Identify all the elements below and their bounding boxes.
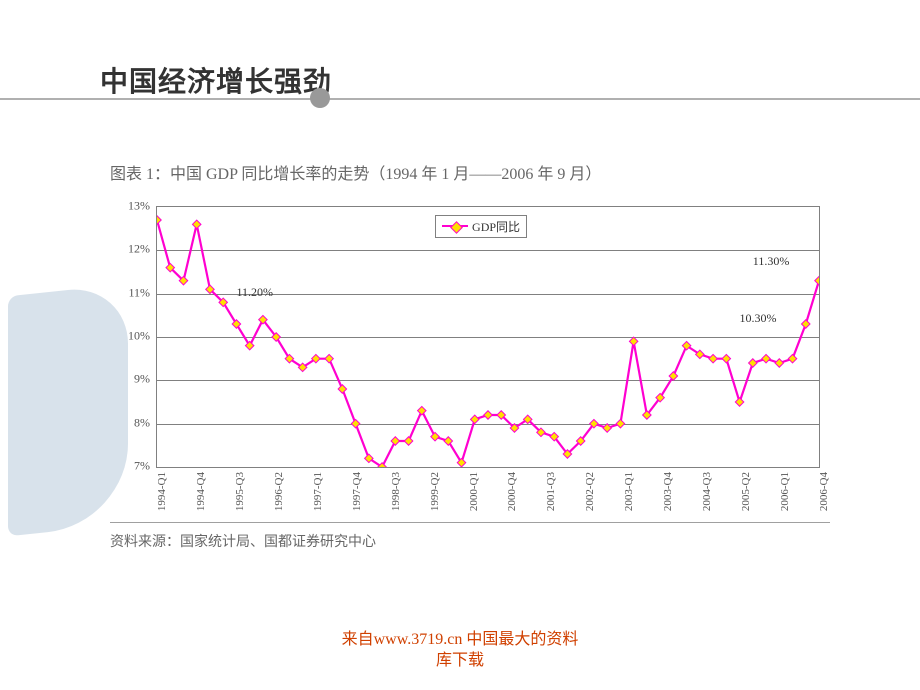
slide-title: 中国经济增长强劲 [100, 60, 332, 100]
title-dot-icon [310, 88, 330, 108]
chart-container: 图表 1：中国 GDP 同比增长率的走势（1994 年 1 月——2006 年 … [110, 160, 830, 551]
xtick-label: 2003-Q1 [623, 472, 635, 511]
xtick-label: 1996-Q2 [273, 472, 285, 511]
chart-box: GDP同比 11.20% 10.30% 11.30% 7% 8% 9% 10% 11% 12% 1… [110, 198, 830, 518]
ytick-label: 9% [134, 372, 150, 387]
footer-line1: 来自www.3719.cn 中国最大的资料 [342, 631, 579, 648]
xtick-label: 1994-Q1 [156, 472, 168, 511]
xtick-label: 1997-Q4 [351, 472, 363, 511]
plot-area: GDP同比 11.20% 10.30% 11.30% [156, 206, 820, 468]
xtick-label: 2006-Q4 [818, 472, 830, 511]
ytick-label: 8% [134, 415, 150, 430]
source-divider [110, 522, 830, 523]
xtick-label: 2006-Q1 [779, 472, 791, 511]
ytick-label: 10% [128, 329, 150, 344]
xtick-label: 1995-Q3 [234, 472, 246, 511]
xtick-label: 2002-Q2 [584, 472, 596, 511]
xtick-label: 2000-Q4 [506, 472, 518, 511]
xtick-label: 1998-Q3 [390, 472, 402, 511]
ytick-label: 13% [128, 199, 150, 214]
xtick-label: 2004-Q3 [701, 472, 713, 511]
slide: 中国经济增长强劲 图表 1：中国 GDP 同比增长率的走势（1994 年 1 月… [0, 0, 920, 690]
footer-text: 来自www.3719.cn 中国最大的资料 库下载 [0, 630, 920, 672]
legend-marker-icon [442, 225, 468, 227]
chart-source: 资料来源：国家统计局、国都证券研究中心 [110, 531, 830, 551]
xtick-label: 1999-Q2 [429, 472, 441, 511]
series-line [157, 207, 819, 467]
xtick-label: 2000-Q1 [468, 472, 480, 511]
xtick-label: 1997-Q1 [312, 472, 324, 511]
legend-label: GDP同比 [472, 218, 520, 235]
annotation: 11.20% [236, 285, 273, 300]
annotation: 11.30% [753, 254, 790, 269]
xtick-label: 2001-Q3 [545, 472, 557, 511]
xtick-label: 2005-Q2 [740, 472, 752, 511]
ytick-label: 12% [128, 242, 150, 257]
legend: GDP同比 [435, 215, 527, 238]
ytick-label: 11% [128, 285, 150, 300]
title-underline [0, 98, 920, 100]
ytick-label: 7% [134, 459, 150, 474]
footer-line2: 库下载 [436, 652, 484, 669]
annotation: 10.30% [740, 311, 777, 326]
xtick-label: 2003-Q4 [662, 472, 674, 511]
chart-title: 图表 1：中国 GDP 同比增长率的走势（1994 年 1 月——2006 年 … [110, 160, 830, 184]
xtick-label: 1994-Q4 [195, 472, 207, 511]
